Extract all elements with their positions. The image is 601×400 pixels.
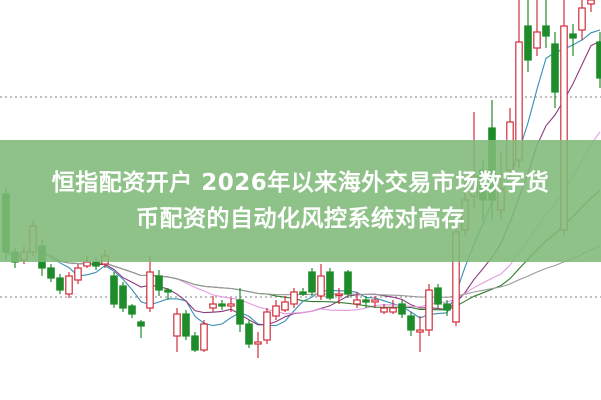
down-candle [443, 303, 451, 311]
up-candle [533, 31, 541, 49]
down-candle [398, 303, 406, 315]
down-candle [110, 275, 118, 305]
down-candle [164, 289, 172, 293]
up-candle [74, 267, 82, 281]
down-candle [524, 25, 532, 61]
down-candle [299, 291, 307, 295]
down-candle [326, 271, 334, 299]
up-candle [587, 0, 595, 5]
down-candle [407, 315, 415, 331]
up-candle [371, 299, 379, 303]
up-candle [281, 301, 289, 311]
down-candle [344, 271, 352, 295]
up-candle [227, 303, 235, 307]
down-candle [542, 25, 550, 37]
up-candle [146, 271, 154, 309]
headline-line-2: 币配资的自动化风控系统对高存 [136, 206, 465, 232]
up-candle [254, 341, 262, 345]
down-candle [596, 41, 601, 79]
down-candle [155, 275, 163, 291]
up-candle [317, 275, 325, 297]
headline-line-1: 恒指配资开户 2026年以来海外交易市场数字货 [51, 170, 550, 196]
down-candle [569, 33, 577, 39]
up-candle [272, 305, 280, 317]
down-candle [236, 299, 244, 325]
down-candle [551, 43, 559, 93]
headline-banner: 恒指配资开户 2026年以来海外交易市场数字货 币配资的自动化风控系统对高存 [0, 140, 601, 262]
up-candle [578, 7, 586, 31]
down-candle [362, 299, 370, 303]
down-candle [434, 287, 442, 305]
up-candle [353, 299, 361, 305]
up-candle [389, 307, 397, 313]
down-candle [308, 271, 316, 293]
up-candle [209, 303, 217, 309]
down-candle [128, 305, 136, 315]
down-candle [137, 321, 145, 327]
up-candle [200, 323, 208, 351]
up-candle [263, 311, 271, 341]
up-candle [65, 275, 73, 295]
up-candle [173, 313, 181, 337]
down-candle [218, 303, 226, 307]
up-candle [425, 289, 433, 331]
down-candle [191, 335, 199, 351]
down-candle [119, 285, 127, 309]
up-candle [83, 261, 91, 267]
down-candle [47, 267, 55, 279]
down-candle [245, 323, 253, 345]
up-candle [380, 307, 388, 313]
up-candle [335, 293, 343, 297]
down-candle [92, 261, 100, 267]
down-candle [56, 277, 64, 291]
up-candle [416, 329, 424, 333]
up-candle [290, 291, 298, 305]
down-candle [182, 313, 190, 337]
